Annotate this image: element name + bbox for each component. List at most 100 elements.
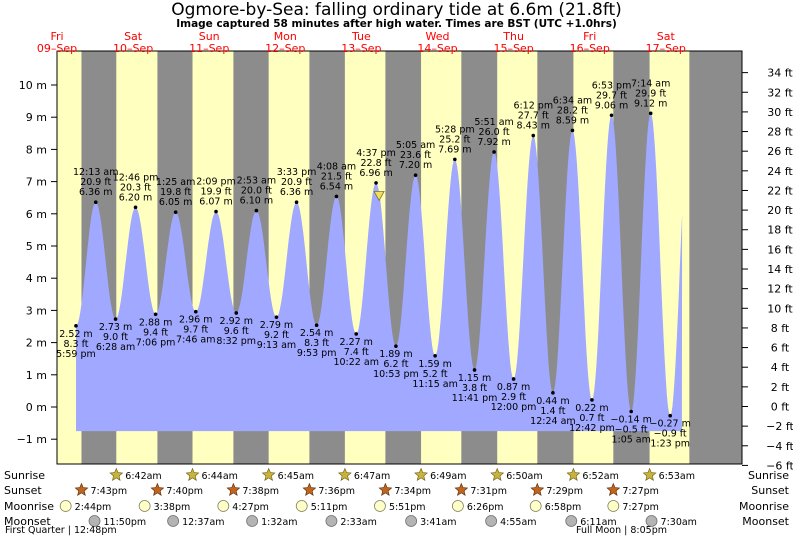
moonset-icon <box>485 515 498 527</box>
tide-point <box>531 133 536 138</box>
tide-time-label: 1:23 pm <box>650 439 690 450</box>
tide-time-label: 1:25 am <box>156 177 195 188</box>
tide-point <box>74 324 78 328</box>
tide-m-label: 2.73 m <box>99 322 132 333</box>
tide-point <box>394 344 398 348</box>
tide-time-label: 6:34 am <box>553 95 592 106</box>
y-tick-label-ft: 16 ft <box>767 243 793 256</box>
legend-label-right: Moonrise <box>739 500 789 513</box>
sunset-time: 7:27pm <box>622 486 659 497</box>
y-tick-label-ft: 30 ft <box>767 106 793 119</box>
tide-point <box>433 354 437 358</box>
tide-point <box>570 128 575 133</box>
tide-m-label: 6.20 m <box>119 192 152 203</box>
tide-point <box>590 398 594 402</box>
moonset-icon <box>325 515 338 527</box>
moon-phase-note: First Quarter | 12:48pm <box>5 525 117 536</box>
tide-point <box>551 391 555 395</box>
tide-time-label: 10:53 pm <box>373 369 419 380</box>
tide-point <box>173 210 178 214</box>
tide-m-label: 2.92 m <box>220 316 253 327</box>
tide-time-label: 12:42 pm <box>569 423 615 434</box>
moonrise-time: 4:27pm <box>232 502 269 513</box>
tide-ft-label: 20.9 ft <box>281 177 312 188</box>
tide-point <box>492 150 496 154</box>
moonset-time: 12:37am <box>182 517 224 528</box>
tide-m-label: 6.10 m <box>240 196 273 207</box>
chart-title: Ogmore-by-Sea: falling ordinary tide at … <box>171 0 622 20</box>
legend-label-left: Sunrise <box>4 469 45 482</box>
y-tick-label-m: 5 m <box>26 240 47 253</box>
tide-time-label: 7:46 am <box>176 335 215 346</box>
tide-ft-label: 8.3 ft <box>304 338 329 349</box>
sunrise-time: 6:44am <box>202 471 238 482</box>
sunset-icon <box>454 482 469 496</box>
sunrise-time: 6:50am <box>506 471 542 482</box>
current-tide-marker <box>373 191 385 202</box>
y-tick-label-ft: 20 ft <box>767 204 793 217</box>
moonset-icon <box>167 515 180 527</box>
y-tick-label-ft: 2 ft <box>771 381 790 394</box>
tide-point <box>193 309 198 314</box>
day-weekday-label: Fri <box>50 30 63 43</box>
moonrise-icon <box>59 500 72 512</box>
tide-m-label: 6.36 m <box>79 187 112 198</box>
tide-point <box>472 368 477 372</box>
y-tick-label-m: 2 m <box>26 337 47 350</box>
tide-ft-label: 29.9 ft <box>635 88 666 99</box>
tide-ft-label: 20.9 ft <box>80 177 111 188</box>
sunrise-icon <box>566 467 581 481</box>
tide-time-label: 8:32 pm <box>216 336 256 347</box>
sunset-time: 7:40pm <box>166 486 203 497</box>
tide-m-label: 2.27 m <box>340 337 373 348</box>
tide-point <box>374 181 378 185</box>
moonrise-icon <box>138 500 151 512</box>
day-date-label: 16–Sep <box>570 42 610 55</box>
tide-time-label: 12:13 am <box>73 167 118 178</box>
tide-time-label: 6:53 pm <box>592 80 632 91</box>
tide-time-label: 2:53 am <box>237 176 276 187</box>
sunset-icon <box>226 482 241 496</box>
tide-m-label: 2.54 m <box>300 328 333 339</box>
y-tick-label-m: −1 m <box>17 433 47 446</box>
tide-ft-label: 0.7 ft <box>579 413 604 424</box>
tide-ft-label: 29.7 ft <box>596 90 627 101</box>
sunset-time: 7:34pm <box>394 486 431 497</box>
tide-ft-label: 6.2 ft <box>383 359 408 370</box>
y-tick-label-ft: 28 ft <box>767 126 793 139</box>
tide-ft-label: 21.5 ft <box>321 171 352 182</box>
sunset-icon <box>378 482 393 496</box>
tide-ft-label: 28.2 ft <box>557 105 588 116</box>
tide-ft-label: 3.8 ft <box>462 383 487 394</box>
sunrise-time: 6:47am <box>354 471 390 482</box>
tide-ft-label: 25.2 ft <box>439 134 470 145</box>
plot-frame <box>56 50 743 465</box>
y-tick-label-m: 6 m <box>26 208 47 221</box>
y-tick-label-m: 3 m <box>26 304 47 317</box>
sunrise-icon <box>185 467 200 481</box>
tide-time-label: 12:24 am <box>530 416 575 427</box>
day-weekday-label: Fri <box>583 30 596 43</box>
tide-time-label: 5:59 pm <box>56 349 96 360</box>
y-tick-label-ft: −6 ft <box>766 459 793 472</box>
day-date-label: 10–Sep <box>113 42 153 55</box>
sunrise-icon <box>337 467 352 481</box>
sunrise-icon <box>109 467 124 481</box>
tide-m-label: 9.06 m <box>595 100 628 111</box>
moonset-time: 7:30am <box>661 517 697 528</box>
tide-point <box>609 113 614 118</box>
moonset-time: 4:55am <box>500 517 536 528</box>
tide-ft-label: −0.5 ft <box>615 425 648 436</box>
tide-time-label: 7:14 am <box>631 78 670 89</box>
tide-m-label: 7.69 m <box>438 144 471 155</box>
y-tick-label-ft: 24 ft <box>767 165 793 178</box>
y-tick-label-ft: −4 ft <box>766 440 793 453</box>
day-weekday-label: Wed <box>426 30 450 43</box>
tide-time-label: 3:33 pm <box>277 167 317 178</box>
tide-ft-label: 19.9 ft <box>200 187 231 198</box>
moonset-icon <box>405 515 418 527</box>
y-tick-label-ft: 26 ft <box>767 145 793 158</box>
tide-time-label: 11:15 am <box>412 379 457 390</box>
y-tick-label-ft: 22 ft <box>767 184 793 197</box>
tide-m-label: 2.79 m <box>260 320 293 331</box>
